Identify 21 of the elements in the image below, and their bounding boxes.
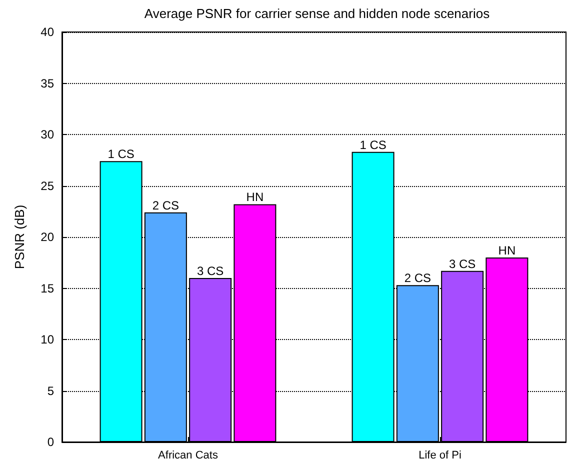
x-tick-label: African Cats <box>158 450 218 462</box>
series-label: 3 CS <box>196 264 224 278</box>
series-label: HN <box>246 190 264 204</box>
y-tick-label: 20 <box>40 230 54 244</box>
y-tick-label: 25 <box>40 178 54 193</box>
series-label: 1 CS <box>108 147 134 162</box>
text: HN <box>498 244 516 258</box>
text: 1 CS <box>360 138 386 152</box>
y-tick-label: 15 <box>40 281 54 296</box>
x-tick-label: Life of Pi <box>418 450 462 462</box>
text: 2 CS <box>404 271 432 286</box>
y-tick-label: 40 <box>40 25 54 39</box>
y-tick-label: 10 <box>40 332 54 346</box>
text: 3 CS <box>448 256 476 271</box>
y-tick-label: 0 <box>47 435 54 449</box>
y-tick-label: 35 <box>40 76 54 90</box>
series-label: 2 CS <box>152 198 180 212</box>
chart-title: Average PSNR for carrier sense and hidden node scenarios <box>144 6 490 21</box>
y-tick-label: 5 <box>47 384 54 398</box>
y-axis-title: PSNR (dB) <box>12 204 27 270</box>
y-tick-label: 30 <box>40 128 54 142</box>
